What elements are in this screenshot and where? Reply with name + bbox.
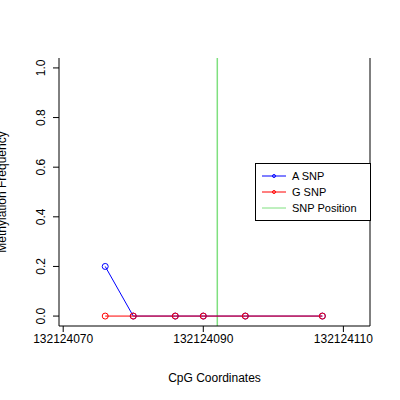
svg-text:CpG Coordinates: CpG Coordinates: [168, 371, 261, 385]
html-text:A SNP: A SNP: [292, 170, 325, 182]
svg-text:0.2: 0.2: [34, 258, 48, 275]
svg-text:Methylation Frequency: Methylation Frequency: [8, 131, 9, 252]
svg-text:0.8: 0.8: [34, 109, 48, 126]
svg-text:0.4: 0.4: [34, 208, 48, 225]
svg-text:0.6: 0.6: [34, 159, 48, 176]
html-text:G SNP: G SNP: [292, 186, 327, 198]
svg-text:1.0: 1.0: [34, 59, 48, 76]
svg-text:132124070: 132124070: [33, 332, 93, 346]
html-text:SNP Position: SNP Position: [292, 202, 357, 214]
svg-text:132124090: 132124090: [173, 332, 233, 346]
svg-text:132124110: 132124110: [314, 332, 374, 346]
svg-text:0.0: 0.0: [34, 307, 48, 324]
